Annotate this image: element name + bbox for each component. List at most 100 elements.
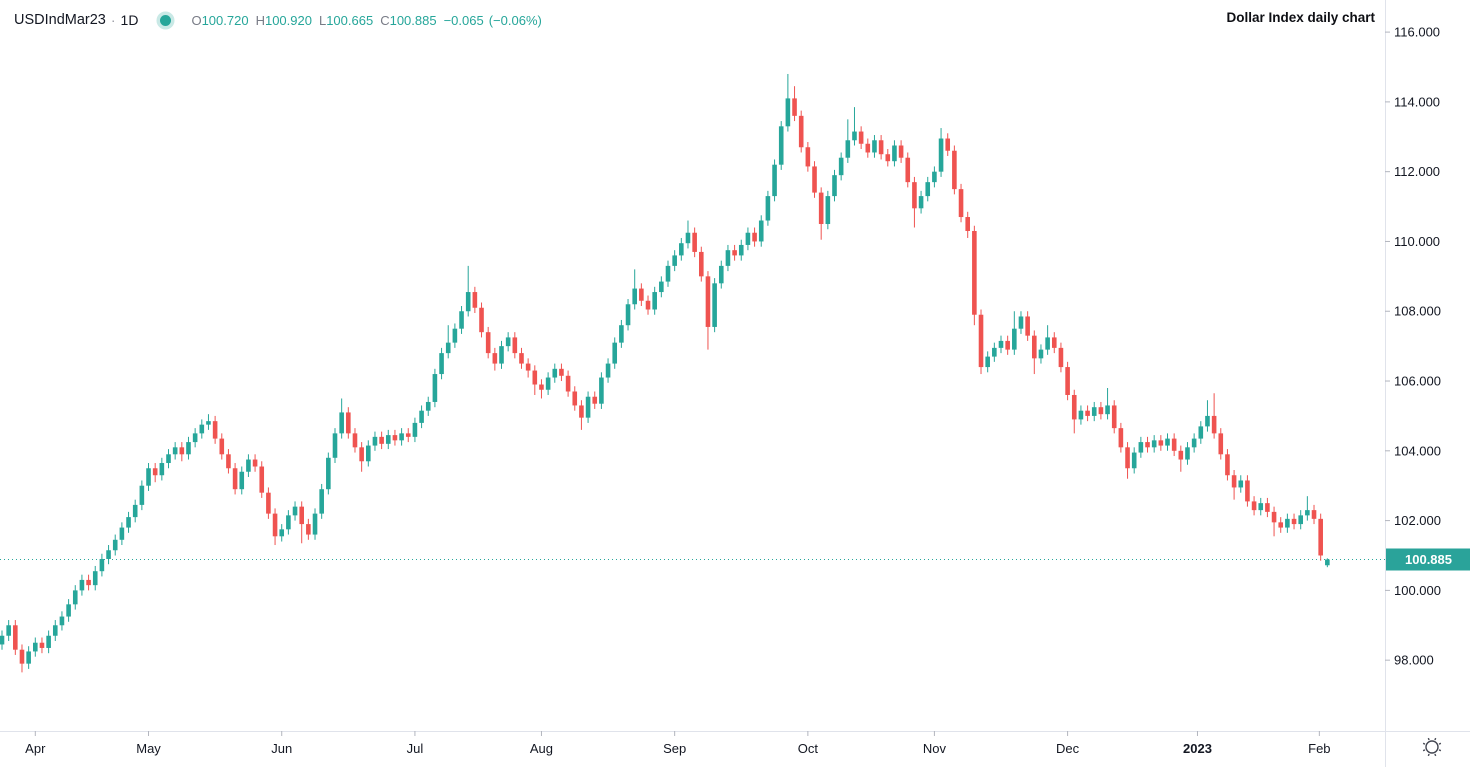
candle [19,649,25,664]
candle [1111,405,1117,429]
candle [212,421,218,439]
candle [579,405,584,418]
candle [625,304,631,326]
candle [199,424,205,434]
candle [705,276,711,327]
candle [425,401,431,411]
candle [6,625,11,636]
candle [472,292,478,308]
chart-legend: USDIndMar23 · 1D O100.720 H100.920 L100.… [14,10,547,30]
price-tick-label: 106.000 [1394,374,1441,389]
candle [339,412,344,434]
candle [459,311,464,329]
page-title: Dollar Index daily chart [1226,10,1375,25]
price-axis[interactable] [1385,0,1470,767]
symbol-name[interactable]: USDIndMar23 [14,12,106,28]
candle [1205,415,1210,427]
candle [1105,405,1110,415]
candle [565,375,571,392]
candle [772,164,777,197]
candle [126,517,131,528]
time-tick-label: Dec [1056,741,1080,756]
price-tick-label: 100.000 [1394,583,1441,598]
candle [532,370,538,385]
candle [885,154,891,162]
time-tick-label: Jun [271,741,292,756]
candle [1325,559,1330,566]
candle [619,325,624,343]
candle [0,635,5,645]
candle [652,292,657,310]
candle [765,196,771,221]
candle [1071,394,1077,420]
candle [1038,349,1044,359]
candle [26,651,31,664]
time-tick-label: May [136,741,161,756]
candle [1091,407,1097,416]
candle [1211,415,1217,434]
candle [226,454,231,469]
candle [539,384,544,390]
candle [46,635,51,648]
candle [1278,522,1284,528]
candle [752,232,757,242]
candle [672,255,677,266]
timeframe[interactable]: 1D [120,12,139,28]
candle [712,283,717,327]
candle [66,604,71,617]
candle [1191,438,1197,448]
current-price-badge [1386,548,1470,571]
candle [172,447,178,455]
candle [1285,518,1290,528]
price-tick-label: 112.000 [1394,164,1440,179]
candle [965,217,970,231]
candle [419,410,424,423]
candle [978,314,984,368]
candle [659,281,664,293]
candle [1178,450,1184,460]
candle [998,340,1004,348]
candle [1131,452,1137,469]
candle [352,433,358,448]
series-marker-dot-icon [160,14,172,26]
candle [445,342,451,354]
candle [59,616,65,626]
candle [206,421,211,425]
candle [366,445,371,462]
candle [1218,433,1224,455]
candle [319,489,324,514]
time-axis[interactable] [0,731,1385,767]
candle [392,435,398,441]
candle [1051,337,1057,348]
candle [272,513,278,537]
candle [1065,367,1070,395]
gear-icon[interactable] [1422,737,1442,757]
candle [1125,447,1130,469]
candle [326,457,331,490]
candle [106,550,111,559]
candle [945,138,951,151]
candle [79,579,85,591]
candle [938,138,944,172]
candle [525,363,531,371]
candle [312,513,318,535]
candle [1258,503,1264,511]
candle [152,468,158,476]
candle [545,377,551,390]
candle [872,140,877,153]
candle [92,571,98,586]
candle [932,171,937,183]
candle [832,175,837,197]
candle [246,459,251,472]
candle [1005,340,1010,350]
current-price-badge-label: 100.885 [1405,552,1452,567]
time-tick-label: Oct [798,741,819,756]
candle [605,363,611,378]
candle [778,126,784,165]
candle [1251,501,1257,511]
candle [738,244,744,256]
candle [645,300,651,310]
candle [692,232,697,252]
candle [99,558,105,572]
